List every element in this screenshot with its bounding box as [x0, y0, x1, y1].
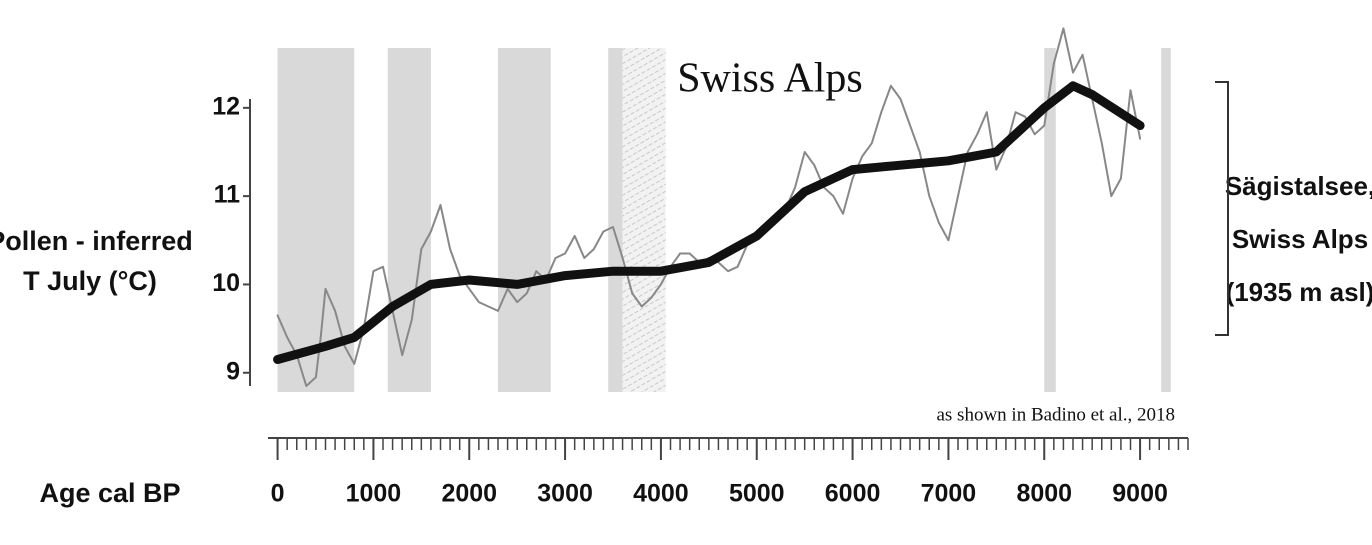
chart-title: Swiss Alps: [677, 56, 863, 102]
shaded-period: [1044, 48, 1056, 392]
shaded-period: [608, 48, 623, 392]
y-axis-label: Pollen - inferred: [0, 226, 193, 256]
shaded-period: [498, 48, 551, 392]
x-axis-label: Age cal BP: [39, 478, 180, 508]
site-label: Sägistalsee,: [1225, 171, 1372, 201]
x-tick-label: 7000: [921, 480, 977, 508]
annotation: as shown in Badino et al., 2018: [936, 404, 1175, 425]
x-tick-label: 6000: [825, 480, 881, 508]
smoothed-line: [273, 81, 1145, 364]
x-tick-label: 4000: [633, 480, 689, 508]
site-label: Swiss Alps: [1232, 224, 1368, 254]
x-tick-label: 2000: [441, 480, 497, 508]
y-tick-label: 9: [226, 357, 240, 385]
site-label: (1935 m asl): [1226, 277, 1372, 307]
shaded-period: [1161, 48, 1171, 392]
y-tick-label: 11: [214, 181, 241, 209]
y-axis-label: T July (°C): [23, 266, 157, 296]
shaded-period: [387, 48, 431, 392]
x-tick-label: 1000: [346, 480, 402, 508]
x-tick-label: 9000: [1112, 480, 1168, 508]
hatched-period: [622, 48, 666, 392]
y-tick-label: 12: [212, 92, 240, 120]
x-tick-label: 8000: [1016, 480, 1072, 508]
y-tick-label: 10: [212, 269, 240, 297]
x-tick-label: 5000: [729, 480, 785, 508]
bracket: [1215, 81, 1229, 336]
x-tick-label: 0: [271, 480, 285, 508]
x-tick-label: 3000: [537, 480, 593, 508]
